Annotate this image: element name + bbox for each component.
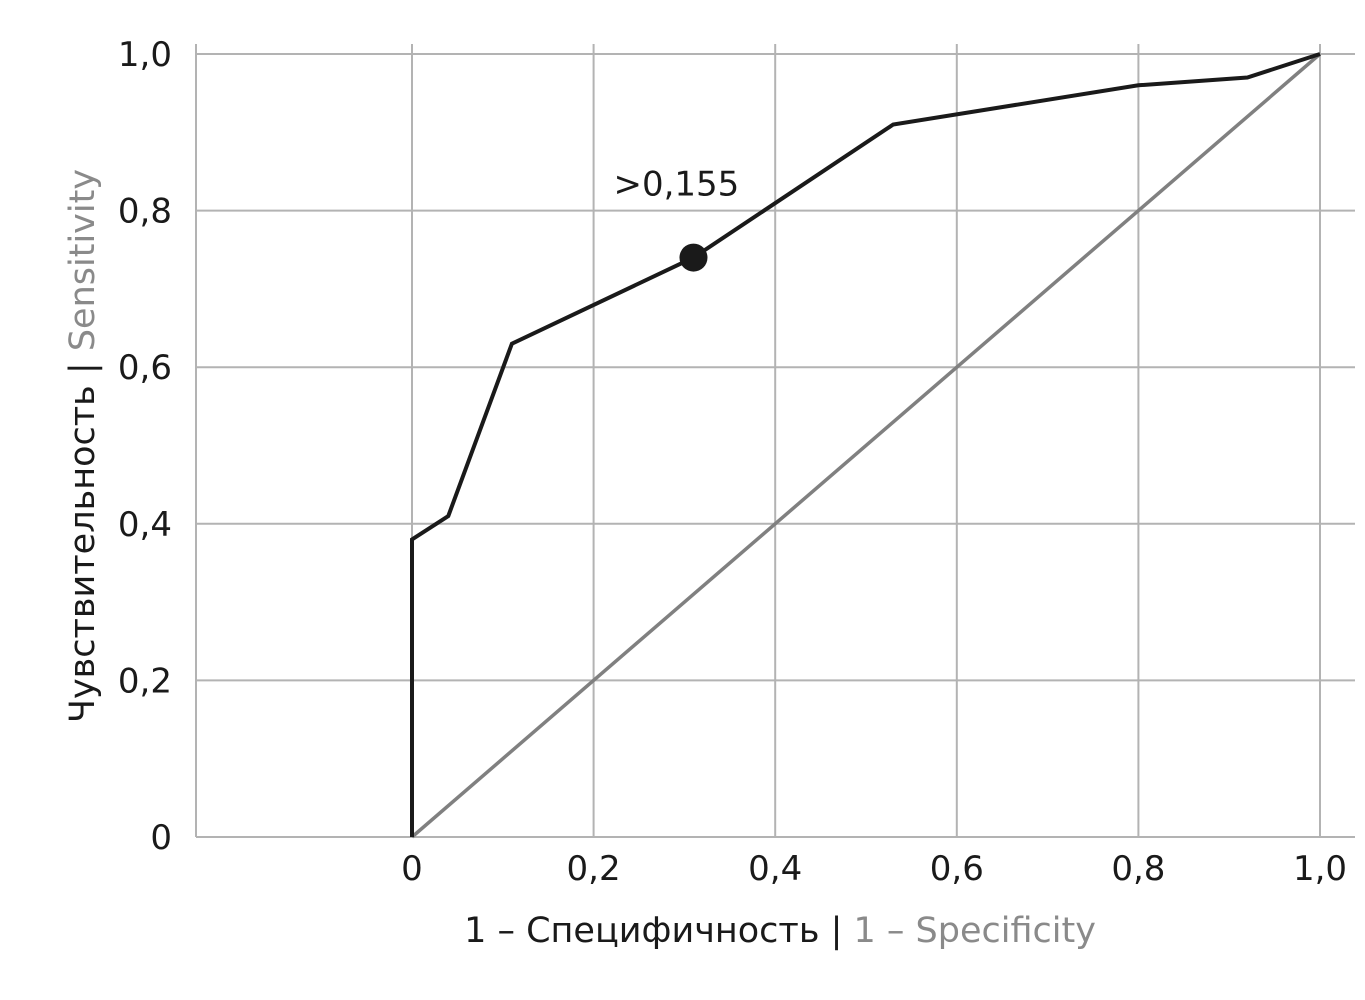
tick-labels: 0 0,2 0,4 0,6 0,8 1,0 0 0,2 0,4 0,6 0,8 1,0 (118, 35, 1347, 889)
x-axis-title: 1 – Специфичность | 1 – Specificity (464, 911, 1096, 951)
y-tick-label-3: 0,6 (118, 348, 172, 388)
y-tick-label-0: 0 (150, 818, 172, 858)
x-tick-label-3: 0,6 (930, 849, 984, 889)
annotations: >0,155 (613, 165, 739, 272)
reference-diagonal-line (410, 52, 1322, 839)
y-tick-label-2: 0,4 (118, 505, 172, 545)
y-axis-title: Чувствительность | Sensitivity (63, 169, 103, 723)
y-tick-label-5: 1,0 (118, 35, 172, 75)
y-axis-title-separator: | (63, 351, 103, 385)
series-group (410, 52, 1322, 839)
y-axis-title-primary: Чувствительность (63, 385, 103, 723)
x-axis-title-secondary: 1 – Specificity (854, 911, 1096, 951)
x-tick-label-4: 0,8 (1111, 849, 1165, 889)
x-tick-label-1: 0,2 (567, 849, 621, 889)
x-tick-label-5: 1,0 (1293, 849, 1347, 889)
cutoff-point-marker (679, 243, 708, 272)
x-tick-label-2: 0,4 (748, 849, 802, 889)
grid (195, 44, 1355, 838)
cutoff-annotation-label: >0,155 (613, 165, 739, 205)
x-tick-label-0: 0 (401, 849, 423, 889)
x-axis-title-separator: | (819, 911, 853, 951)
y-tick-label-4: 0,8 (118, 192, 172, 232)
y-tick-label-1: 0,2 (118, 661, 172, 701)
y-axis-title-secondary: Sensitivity (63, 169, 103, 351)
x-axis-title-primary: 1 – Специфичность (464, 911, 819, 951)
